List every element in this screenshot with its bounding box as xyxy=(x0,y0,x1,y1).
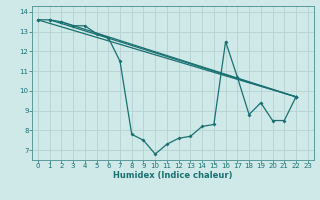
X-axis label: Humidex (Indice chaleur): Humidex (Indice chaleur) xyxy=(113,171,233,180)
